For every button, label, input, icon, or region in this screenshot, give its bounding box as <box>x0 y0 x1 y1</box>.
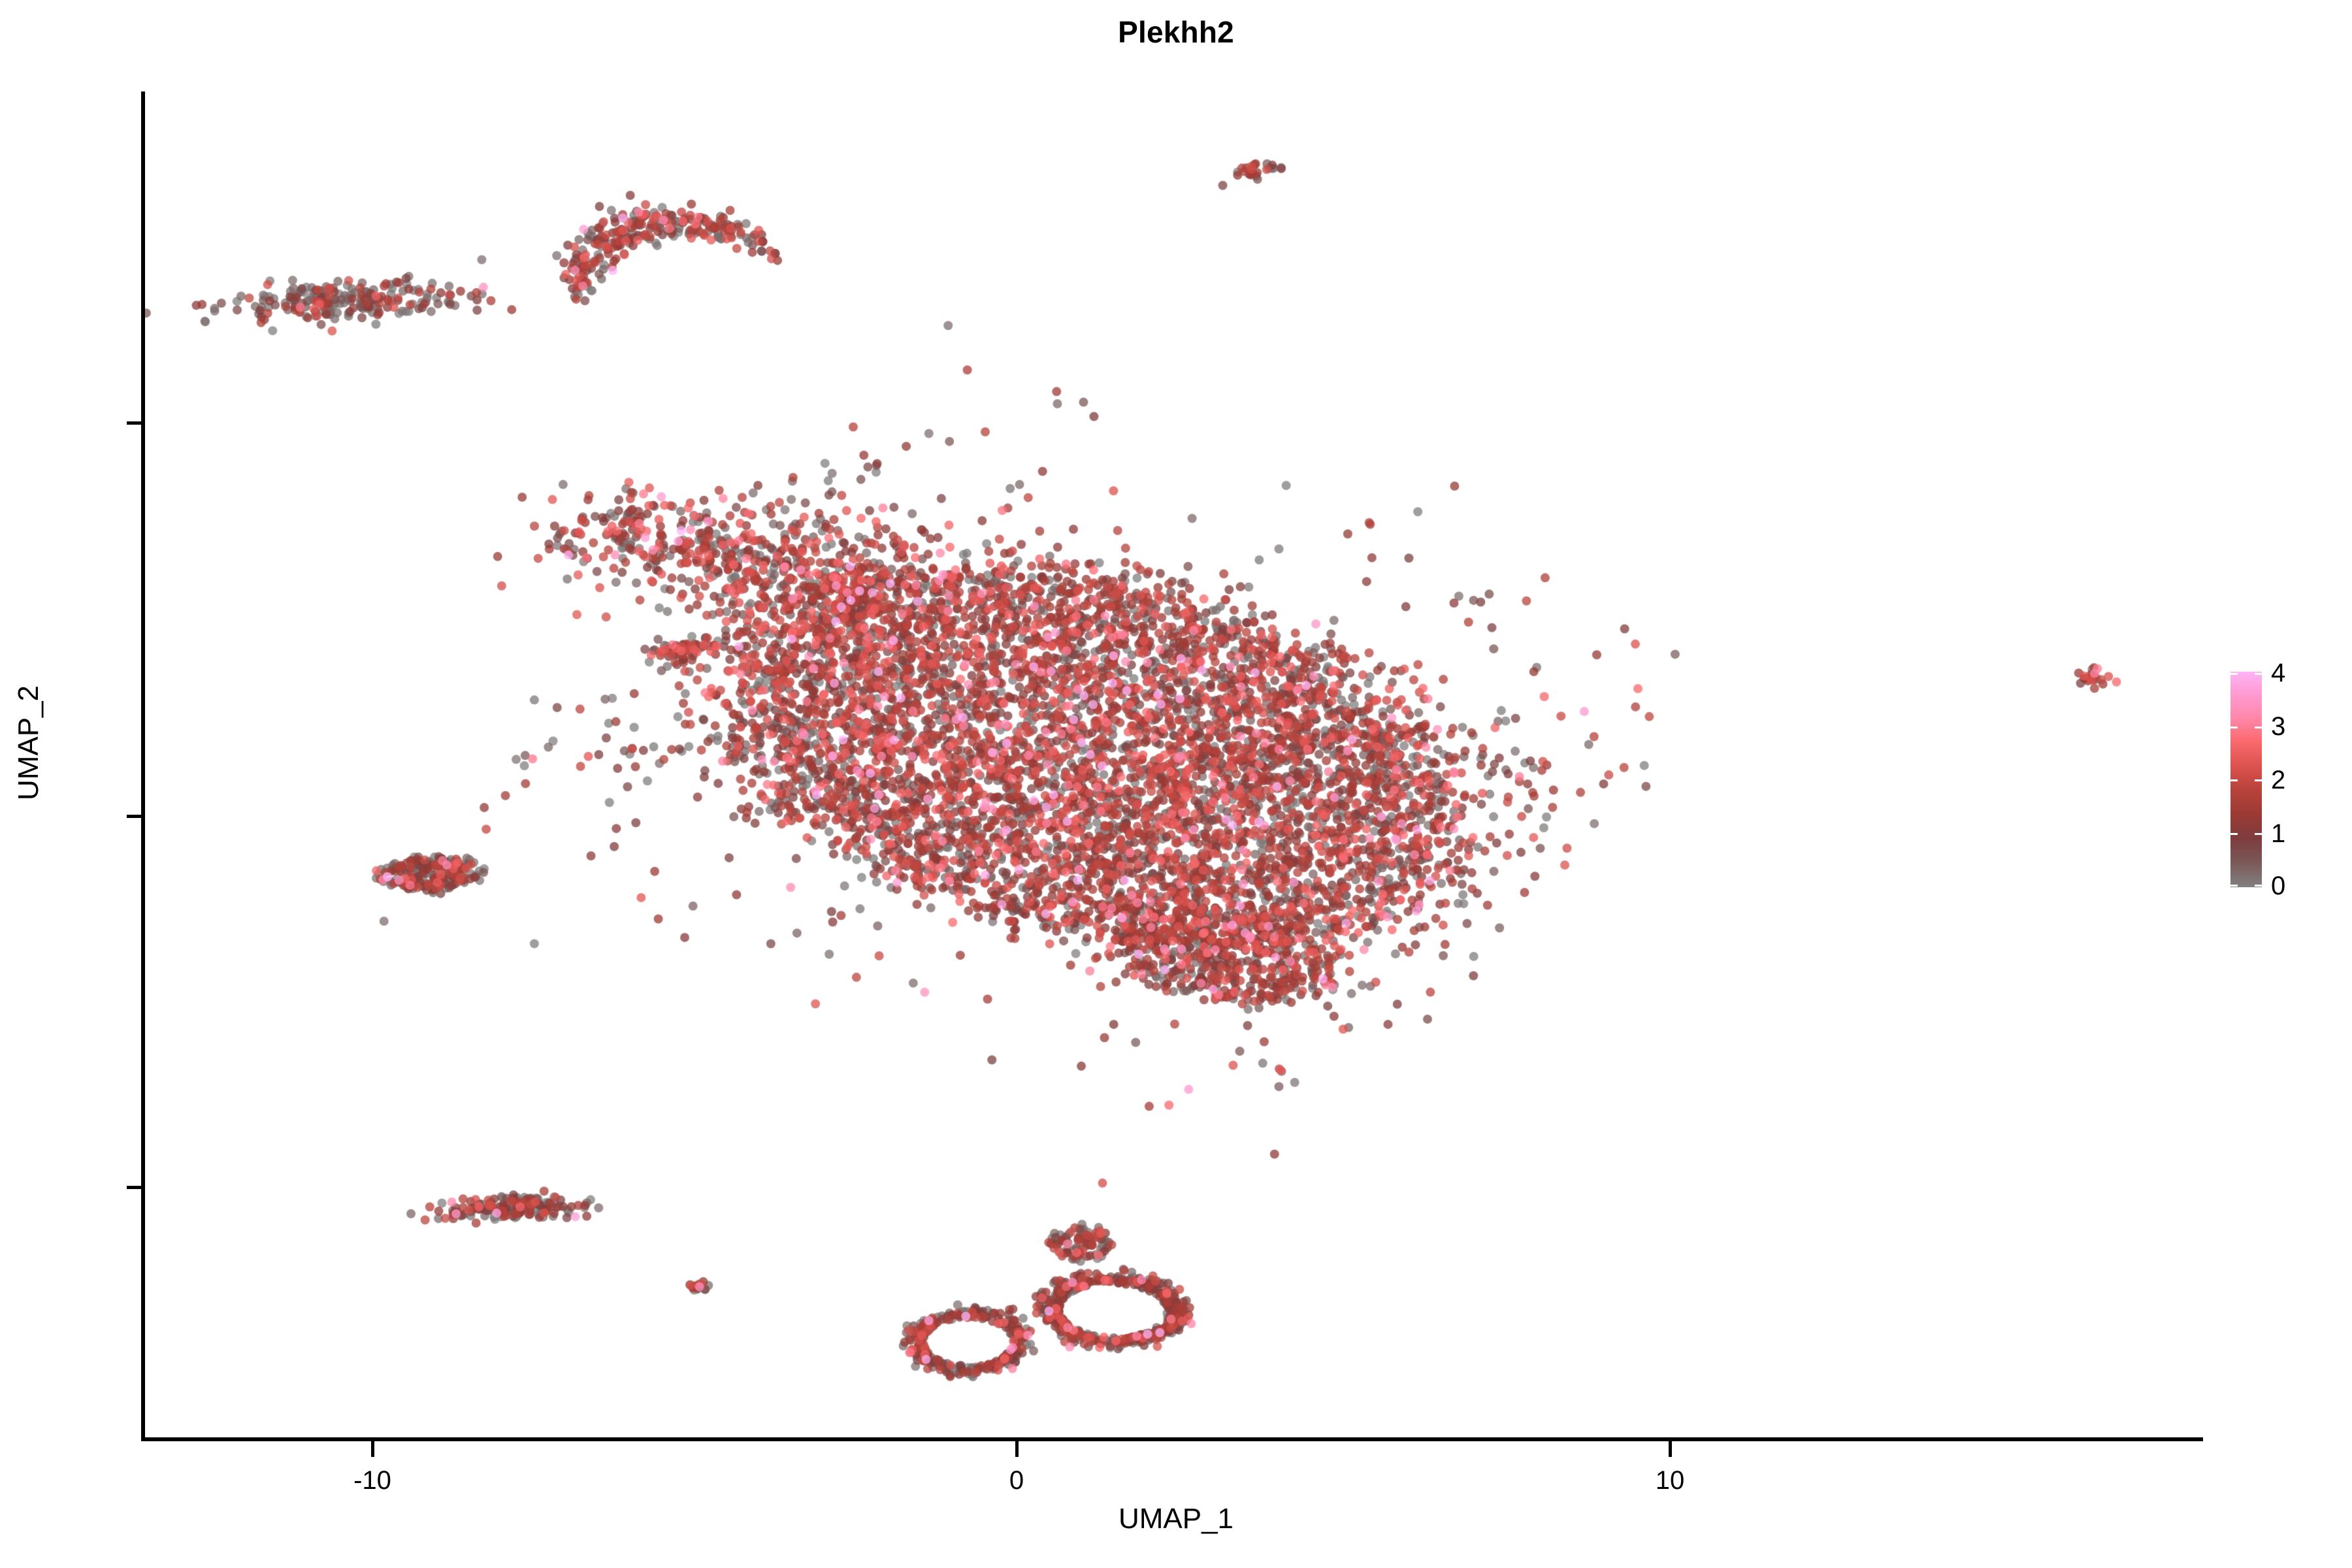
legend-tick-4-left <box>2230 673 2238 675</box>
x-tick-label-neg10: -10 <box>353 1466 391 1495</box>
scatter-canvas <box>144 91 2203 1440</box>
legend-tick-0-right <box>2255 885 2262 887</box>
page-title: Plekhh2 <box>1118 15 1234 49</box>
x-axis-line <box>141 1437 2203 1441</box>
color-legend: 4 3 2 1 0 <box>2230 660 2348 900</box>
x-tick-neg10 <box>371 1441 374 1457</box>
legend-tick-2-left <box>2230 779 2238 781</box>
x-tick-label-0: 0 <box>1009 1466 1024 1495</box>
legend-tick-0-left <box>2230 885 2238 887</box>
legend-tick-1-left <box>2230 833 2238 835</box>
y-axis-line <box>141 91 145 1441</box>
x-axis-title: UMAP_1 <box>1118 1503 1234 1535</box>
plot-panel <box>144 91 2203 1440</box>
legend-tick-4-right <box>2255 673 2262 675</box>
legend-tick-3-left <box>2230 727 2238 728</box>
legend-tick-3-right <box>2255 727 2262 728</box>
x-tick-0 <box>1015 1441 1019 1457</box>
y-tick-10 <box>127 421 142 425</box>
legend-label-3: 3 <box>2271 712 2286 741</box>
y-axis-title: UMAP_2 <box>12 685 44 801</box>
y-tick-neg10 <box>127 1186 142 1189</box>
legend-tick-1-right <box>2255 833 2262 835</box>
legend-label-0: 0 <box>2271 872 2286 900</box>
legend-label-1: 1 <box>2271 819 2286 848</box>
legend-label-2: 2 <box>2271 766 2286 794</box>
legend-tick-2-right <box>2255 779 2262 781</box>
legend-label-4: 4 <box>2271 659 2286 687</box>
x-tick-label-10: 10 <box>1655 1466 1685 1495</box>
y-tick-0 <box>127 815 142 818</box>
x-tick-10 <box>1669 1441 1672 1457</box>
